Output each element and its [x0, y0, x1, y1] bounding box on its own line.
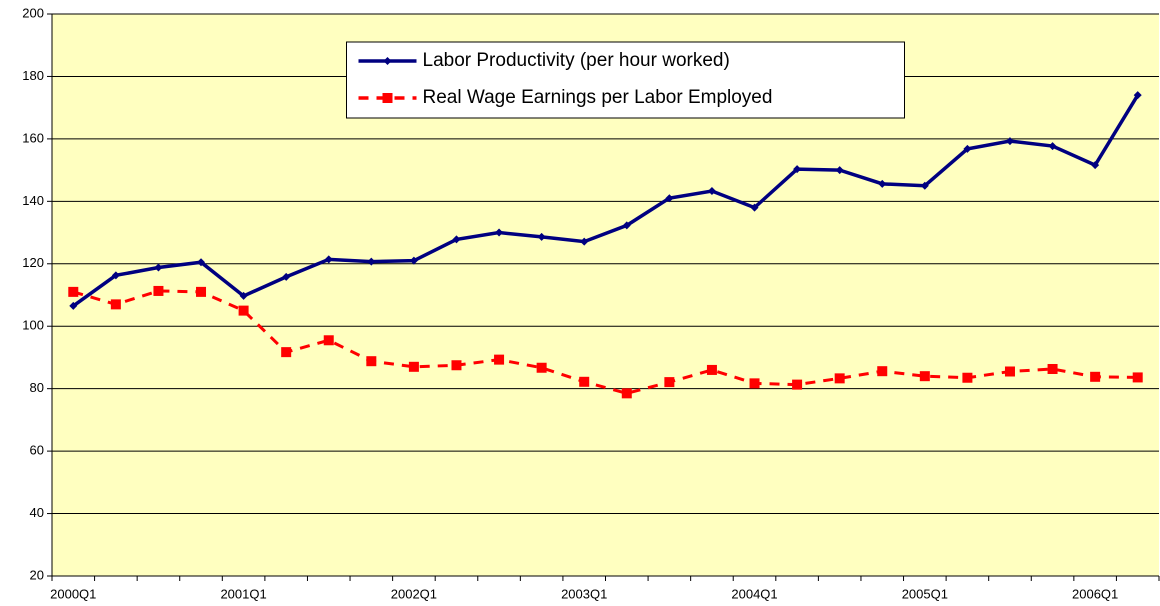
data-point: [367, 257, 376, 266]
data-point: [154, 263, 163, 272]
data-point: [536, 362, 547, 373]
data-point: [409, 256, 418, 265]
data-point: [323, 335, 334, 346]
data-point: [878, 179, 887, 188]
legend-label: Real Wage Earnings per Labor Employed: [423, 87, 773, 108]
data-point: [239, 291, 248, 300]
y-tick-label: 160: [22, 130, 44, 145]
legend-marker: [383, 57, 392, 65]
y-tick-label: 180: [22, 68, 44, 83]
x-tick-label: 2005Q1: [902, 586, 948, 601]
data-point: [749, 378, 760, 389]
data-point: [1047, 363, 1058, 374]
data-point: [366, 356, 377, 367]
data-point: [920, 181, 929, 190]
data-point: [835, 166, 844, 175]
data-point: [707, 187, 716, 196]
data-point: [1004, 366, 1015, 377]
data-point: [68, 286, 79, 297]
y-tick-label: 40: [30, 505, 44, 520]
data-point: [452, 235, 461, 244]
data-point: [238, 305, 249, 316]
legend: Labor Productivity (per hour worked) Real…: [346, 41, 905, 119]
x-tick-label: 2001Q1: [220, 586, 266, 601]
data-point: [877, 366, 888, 377]
data-point: [69, 301, 78, 310]
legend-label: Labor Productivity (per hour worked): [423, 50, 730, 71]
y-tick-label: 80: [30, 380, 44, 395]
data-point: [621, 388, 632, 399]
data-point: [1132, 372, 1143, 383]
data-point: [1005, 137, 1014, 146]
data-point: [962, 372, 973, 383]
data-point: [324, 255, 333, 264]
x-tick-label: 2004Q1: [731, 586, 777, 601]
data-point: [111, 271, 120, 280]
legend-marker: [382, 93, 393, 103]
data-point: [1090, 371, 1101, 382]
series-line: [72, 289, 1138, 395]
y-tick-label: 200: [22, 5, 44, 20]
y-tick-label: 140: [22, 193, 44, 208]
data-point: [153, 285, 164, 296]
data-point: [622, 221, 631, 230]
data-point: [664, 377, 675, 388]
data-point: [834, 373, 845, 384]
x-tick-label: 2002Q1: [391, 586, 437, 601]
data-point: [408, 361, 419, 372]
data-point: [1048, 142, 1057, 151]
y-tick-label: 60: [30, 443, 44, 458]
data-point: [281, 347, 292, 358]
y-tick-label: 100: [22, 318, 44, 333]
data-point: [495, 228, 504, 237]
data-point: [792, 379, 803, 390]
data-point: [665, 194, 674, 203]
data-point: [537, 232, 546, 241]
data-point: [919, 371, 930, 382]
data-point: [494, 354, 505, 365]
data-point: [1091, 161, 1100, 170]
data-point: [451, 360, 462, 371]
data-point: [580, 237, 589, 246]
data-point: [706, 364, 717, 375]
data-point: [750, 203, 759, 212]
data-point: [579, 376, 590, 387]
data-point: [1133, 91, 1142, 100]
data-point: [282, 272, 291, 281]
data-point: [110, 299, 121, 310]
x-tick-label: 2000Q1: [50, 586, 96, 601]
legend-box: [346, 41, 905, 119]
y-tick-label: 120: [22, 255, 44, 270]
x-tick-label: 2003Q1: [561, 586, 607, 601]
data-point: [963, 144, 972, 153]
y-tick-label: 20: [30, 567, 44, 582]
x-tick-label: 2006Q1: [1072, 586, 1118, 601]
data-point: [197, 258, 206, 267]
data-point: [196, 286, 207, 297]
series-line: [72, 94, 1140, 308]
data-point: [793, 165, 802, 174]
